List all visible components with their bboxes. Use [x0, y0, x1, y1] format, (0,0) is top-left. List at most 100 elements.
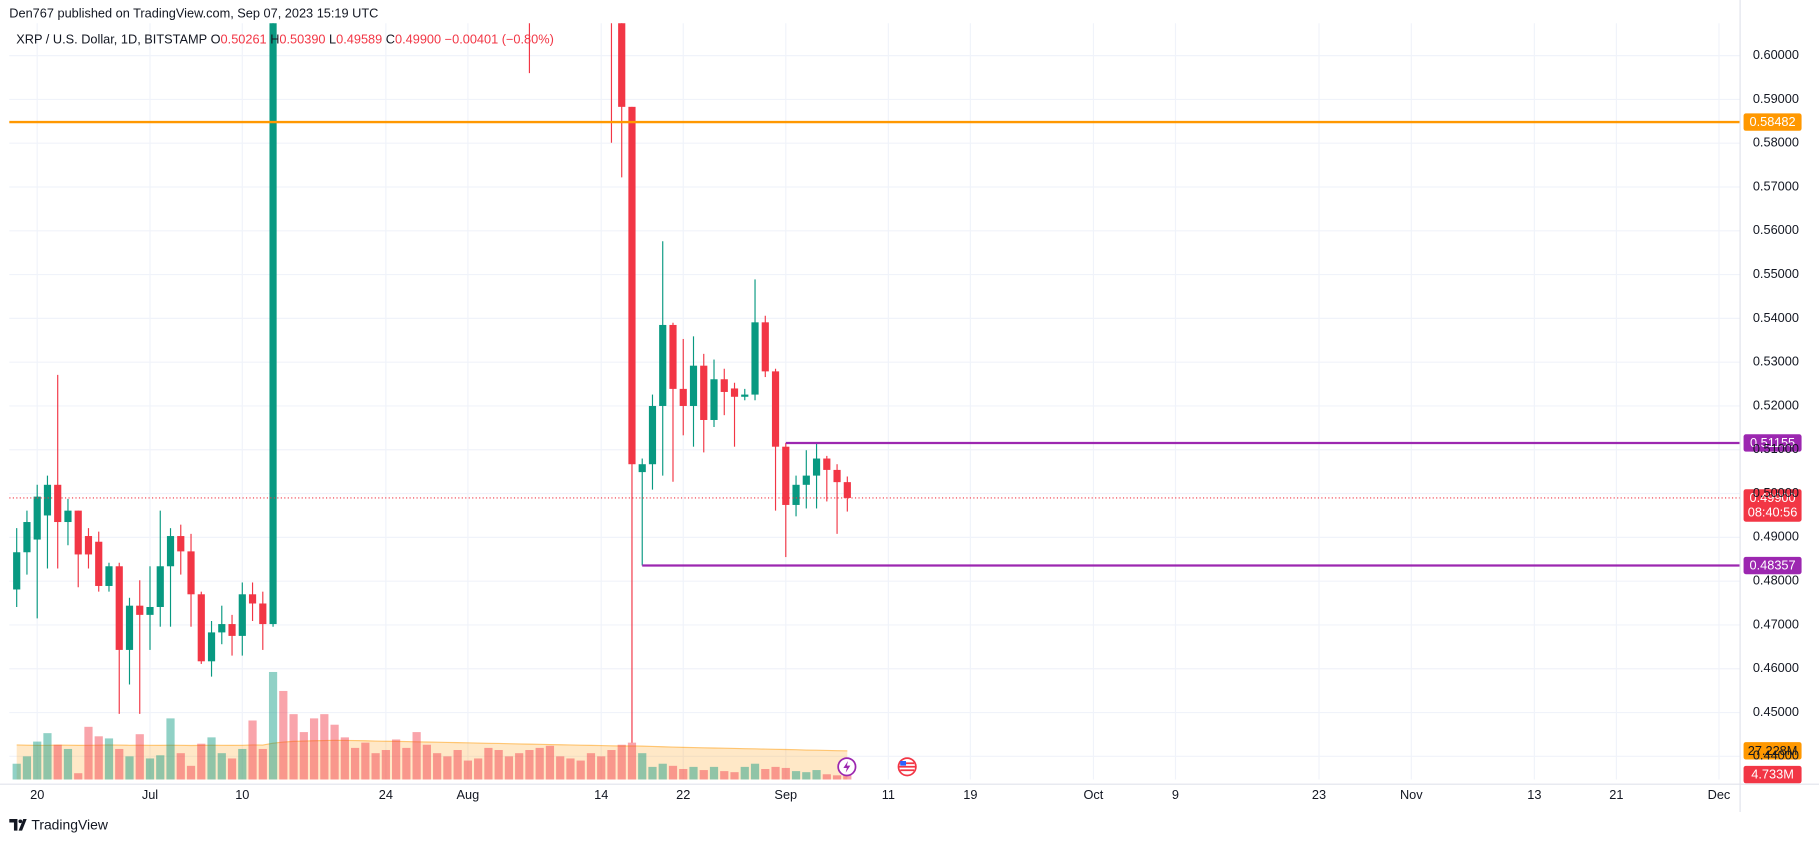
legend: XRP / U.S. Dollar, 1D, BITSTAMP O0.50261…: [16, 32, 554, 47]
volume-bar: [699, 770, 708, 780]
candle-body: [710, 379, 718, 420]
candle-body: [248, 594, 257, 604]
price-label-box: [1743, 434, 1802, 452]
volume-bar: [802, 772, 811, 780]
legend-item: 0.49589: [336, 32, 382, 47]
volume-bar: [22, 756, 32, 780]
volume-bar: [638, 753, 647, 780]
volume-bar: [463, 760, 472, 780]
candle-body: [136, 605, 144, 615]
candle-body: [618, 23, 626, 107]
volume-bar: [94, 736, 103, 780]
y-tick-label: 0.57000: [1753, 178, 1799, 193]
candle-body: [761, 322, 769, 372]
volume-bar: [781, 767, 790, 780]
volume-bar: [186, 765, 196, 780]
volume-bar: [279, 690, 288, 780]
volume-label: 4.733M: [1751, 767, 1794, 782]
y-tick-label: 0.59000: [1753, 91, 1799, 106]
volume-bar: [453, 750, 462, 780]
volume-ma-label: 27.228M: [1748, 743, 1798, 758]
volume-bar: [504, 756, 514, 780]
volume-bar: [207, 737, 216, 780]
volume-bar: [53, 744, 62, 780]
candle-body: [751, 322, 759, 395]
candle-body: [43, 484, 52, 516]
candle-body: [628, 106, 636, 465]
volume-bar: [197, 743, 206, 780]
candle-body: [177, 536, 185, 552]
volume-bar: [289, 714, 298, 780]
candle-body: [771, 371, 780, 447]
volume-bar: [689, 766, 698, 780]
y-tick-label: 0.45000: [1753, 704, 1799, 719]
y-tick-label: 0.52000: [1753, 397, 1799, 412]
volume-bar: [33, 741, 42, 780]
volume-bar: [668, 765, 678, 780]
volume-ma-area: [16, 740, 848, 780]
x-tick-label: 23: [1312, 787, 1326, 802]
candle-body: [259, 603, 267, 625]
volume-ma-line: [16, 739, 848, 752]
y-tick-label: 0.47000: [1753, 616, 1799, 631]
volume-bar: [566, 758, 575, 780]
volume-bar: [145, 758, 155, 780]
candle-body: [720, 379, 728, 392]
candle-body: [197, 594, 205, 662]
y-tick-label: 0.44000: [1753, 748, 1799, 763]
volume-bar: [268, 671, 278, 780]
volume-bar: [832, 775, 842, 780]
volume-bar: [115, 748, 124, 780]
y-tick-label: 0.48000: [1753, 573, 1799, 588]
economic-event-icon[interactable]: [897, 757, 917, 777]
candle-body: [238, 594, 246, 636]
y-tick-label: 0.53000: [1753, 354, 1799, 369]
volume-bar: [238, 748, 247, 780]
brand: TradingView: [31, 817, 108, 833]
volume-bar: [433, 753, 442, 780]
volume-bar: [84, 726, 93, 780]
candle-body: [84, 536, 93, 555]
x-tick-label: 9: [1172, 787, 1179, 802]
price-label-box: [1743, 489, 1802, 522]
candle-body: [730, 388, 739, 397]
legend-item: O: [211, 32, 221, 47]
event-icon[interactable]: [837, 757, 857, 777]
legend-item: H: [270, 32, 279, 47]
candle-body: [105, 566, 113, 586]
volume-bar: [258, 748, 267, 780]
volume-bar: [443, 756, 452, 780]
countdown: 08:40:56: [1748, 504, 1798, 519]
volume-bar: [63, 748, 73, 780]
axes: 0.44000 0.45000 0.46000 0.47000 0.48000 0.490…: [30, 47, 1799, 802]
candle-body: [782, 446, 790, 505]
candle-body: [792, 484, 800, 505]
price-label-box: [1743, 113, 1802, 131]
x-tick-label: Aug: [457, 787, 480, 802]
volume-bar: [791, 771, 801, 780]
volume-bar: [586, 753, 596, 780]
volume-bar: [771, 766, 780, 780]
y-tick-label: 0.54000: [1753, 310, 1799, 325]
volume-bar: [166, 718, 175, 780]
candle-body: [833, 469, 841, 483]
y-tick-label: 0.55000: [1753, 266, 1799, 281]
x-tick-label: 20: [30, 787, 44, 802]
volume-bar: [12, 763, 21, 780]
x-tick-label: 11: [882, 787, 895, 802]
volume-bar: [422, 744, 431, 780]
candle-body: [54, 484, 62, 523]
volume-bar: [515, 753, 524, 780]
volume-bar: [597, 756, 606, 780]
volume-bar: [412, 732, 421, 780]
candle-body: [843, 482, 851, 498]
candle-body: [125, 605, 134, 650]
volume-bar: [617, 744, 626, 780]
legend-item: 0.50261: [221, 32, 267, 47]
candle-body: [648, 405, 657, 465]
volume-bar: [525, 750, 534, 780]
volume-bar: [135, 734, 144, 780]
volume-bar: [340, 737, 349, 780]
